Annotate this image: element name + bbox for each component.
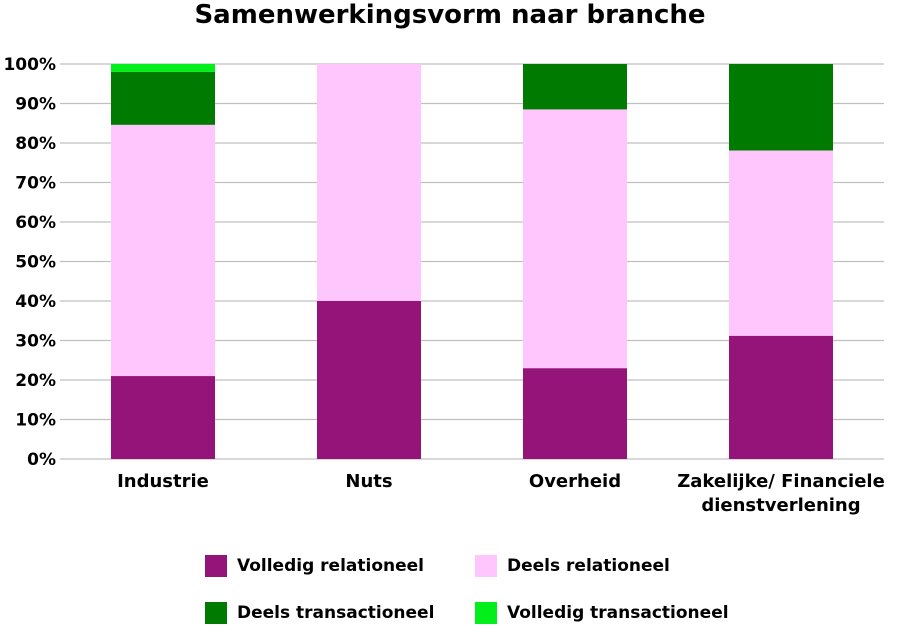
y-tick-label: 80% [15,134,56,154]
legend-swatch [205,555,227,577]
y-tick-label: 20% [15,371,56,391]
y-tick-label: 30% [15,332,56,352]
legend-item: Volledig relationeel [205,555,424,577]
bar-segment [317,301,421,459]
x-category-label: Overheid [529,471,621,492]
y-tick-label: 90% [15,95,56,115]
y-tick-label: 50% [15,253,56,273]
y-tick-label: 40% [15,292,56,312]
y-tick-label: 10% [15,411,56,431]
chart-title: Samenwerkingsvorm naar branche [194,0,706,30]
bar-segment [111,71,215,125]
legend-swatch [475,602,497,624]
x-category-label: dienstverlening [701,495,860,516]
bar-segment [111,124,215,377]
y-tick-label: 60% [15,213,56,233]
legend-swatch [475,555,497,577]
legend-item: Volledig transactioneel [475,602,729,624]
legend-label: Deels transactioneel [237,603,435,623]
legend-swatch [205,602,227,624]
bar-segment [729,64,833,151]
y-tick-label: 0% [27,450,56,470]
legend-label: Volledig relationeel [237,556,425,576]
bar-segment [111,64,215,72]
legend-item: Deels transactioneel [205,602,434,624]
bar-segment [729,150,833,336]
legend-label: Deels relationeel [507,556,670,576]
bar-segment [317,64,421,301]
x-category-label: Industrie [117,471,209,492]
bar-segment [523,368,627,459]
x-category-label: Nuts [345,471,392,492]
bar-segment [111,376,215,459]
y-tick-label: 70% [15,174,56,194]
legend-label: Volledig transactioneel [507,603,729,623]
bar-segment [729,335,833,459]
bar-segment [523,64,627,110]
x-category-label: Zakelijke/ Financiele [677,471,885,492]
bar-segment [523,109,627,369]
legend-item: Deels relationeel [475,555,670,577]
y-tick-label: 100% [3,55,56,75]
